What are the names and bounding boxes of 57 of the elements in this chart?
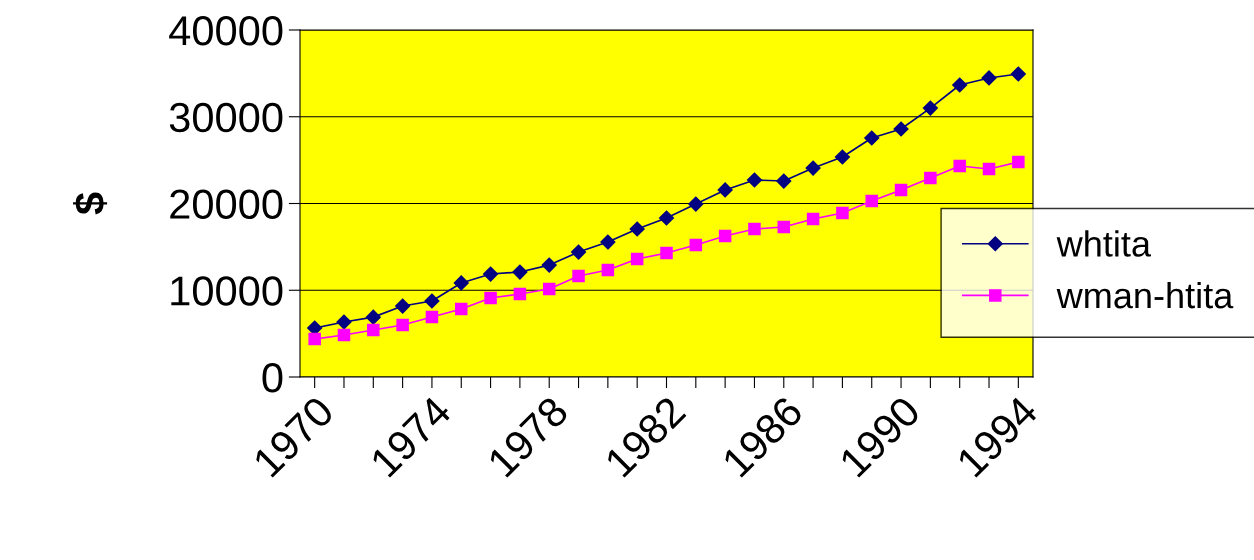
point <box>542 282 556 296</box>
point <box>924 171 937 185</box>
legend-label: whtita <box>1056 230 1151 257</box>
point <box>630 252 644 266</box>
point <box>718 229 732 243</box>
y-tick-label: 30000 <box>169 102 283 133</box>
point <box>836 206 849 220</box>
point <box>746 172 763 188</box>
point <box>953 159 966 173</box>
point <box>512 264 528 280</box>
point <box>805 160 821 176</box>
point <box>396 318 409 332</box>
y-axis-title: $ <box>73 192 108 215</box>
y-tick-label: 10000 <box>171 276 283 306</box>
y-tick-label: 0 <box>262 363 283 393</box>
point <box>629 221 645 237</box>
point <box>483 266 499 282</box>
point <box>1012 155 1025 169</box>
point <box>367 323 380 337</box>
point <box>864 130 880 146</box>
y-tick-label: 20000 <box>170 189 283 220</box>
y-tick-label: 40000 <box>169 16 283 46</box>
point <box>776 173 792 189</box>
point <box>600 234 616 250</box>
point <box>601 263 615 277</box>
point <box>660 246 673 260</box>
point <box>922 100 938 116</box>
point <box>424 293 440 309</box>
point <box>395 298 411 314</box>
point <box>894 183 908 197</box>
point <box>893 121 909 137</box>
point <box>308 332 321 346</box>
point <box>570 244 587 260</box>
point <box>777 220 791 234</box>
point <box>806 212 820 226</box>
point <box>541 257 557 273</box>
point <box>834 149 850 165</box>
point <box>425 310 439 324</box>
point <box>981 70 997 86</box>
point <box>865 194 878 208</box>
legend-label: wman-htita <box>1056 281 1234 309</box>
point <box>717 182 733 198</box>
point <box>484 291 497 305</box>
point <box>658 210 675 226</box>
point <box>748 222 761 236</box>
point <box>688 196 704 212</box>
point <box>455 302 468 316</box>
point <box>336 314 352 330</box>
point <box>982 162 996 176</box>
point <box>689 238 703 252</box>
point <box>952 77 968 93</box>
point <box>453 275 469 291</box>
point <box>337 328 351 342</box>
point <box>513 287 527 301</box>
point <box>1010 66 1026 82</box>
point <box>365 309 381 325</box>
point <box>572 269 585 283</box>
